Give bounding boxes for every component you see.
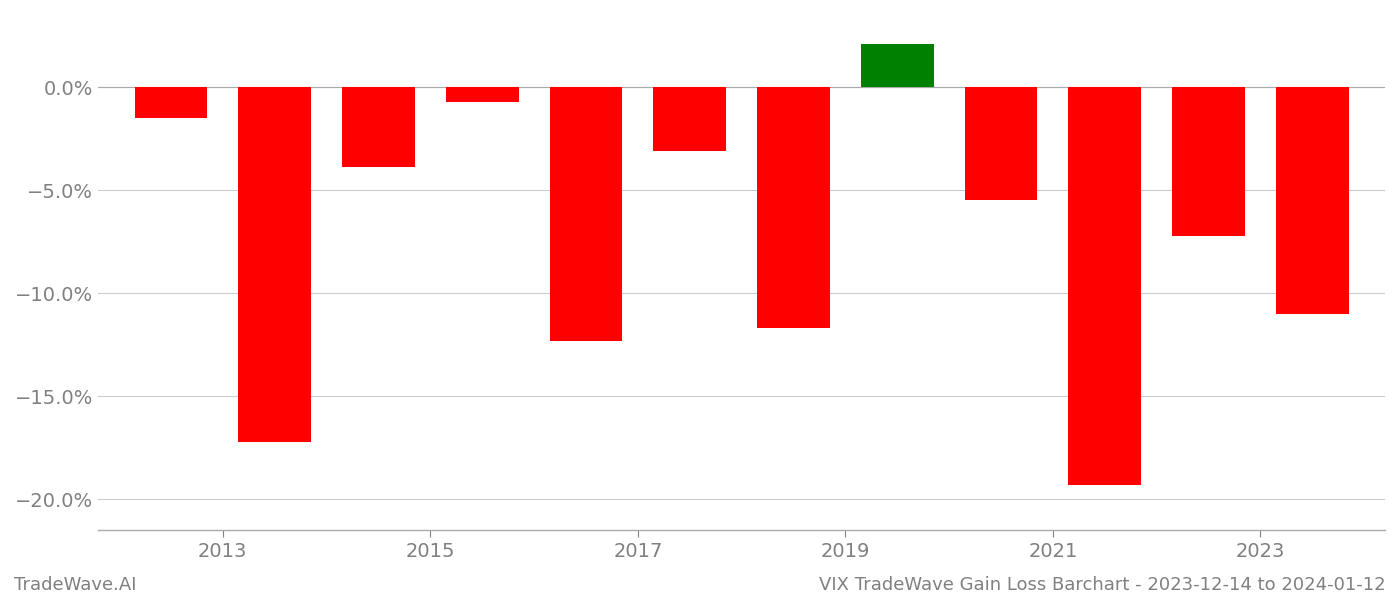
Bar: [342, 87, 414, 167]
Bar: [965, 87, 1037, 200]
Bar: [550, 87, 622, 341]
Bar: [757, 87, 830, 328]
Bar: [445, 87, 518, 101]
Bar: [654, 87, 727, 151]
Text: TradeWave.AI: TradeWave.AI: [14, 576, 137, 594]
Text: VIX TradeWave Gain Loss Barchart - 2023-12-14 to 2024-01-12: VIX TradeWave Gain Loss Barchart - 2023-…: [819, 576, 1386, 594]
Bar: [134, 87, 207, 118]
Bar: [1275, 87, 1348, 314]
Bar: [1172, 87, 1245, 236]
Bar: [861, 44, 934, 87]
Bar: [238, 87, 311, 442]
Bar: [1068, 87, 1141, 485]
